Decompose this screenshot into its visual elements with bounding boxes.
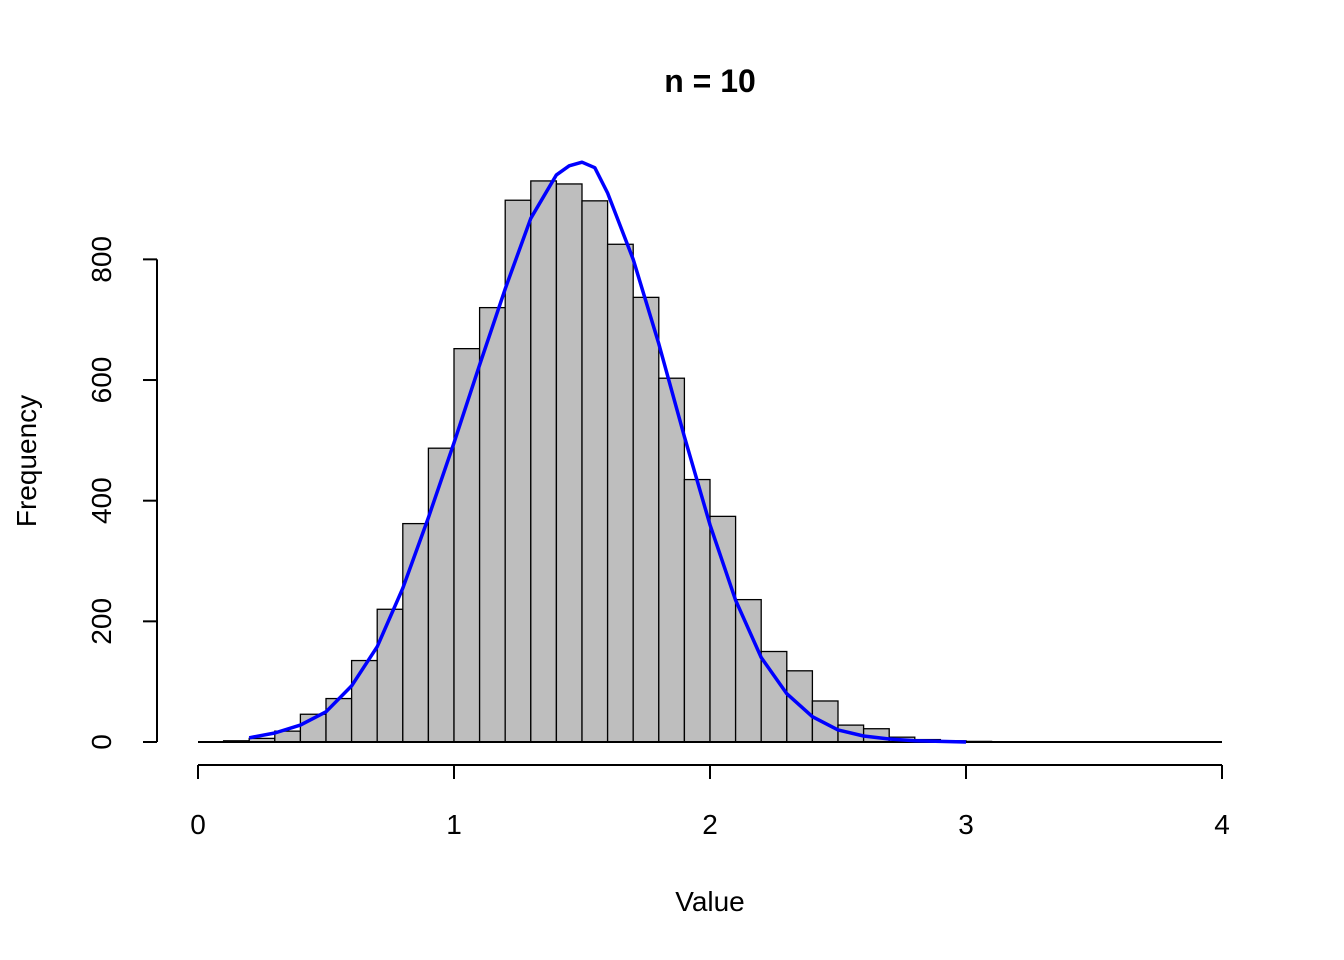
histogram-bar [709,515,737,743]
y-tick-label: 200 [86,598,117,645]
histogram-bar [478,306,506,743]
histogram-bar [658,377,686,743]
histogram-bar [581,200,609,743]
density-curve [248,160,967,744]
y-tick-label: 0 [86,734,117,750]
x-tick-label: 0 [190,809,206,840]
y-tick-label: 600 [86,357,117,404]
histogram-bar [427,447,455,743]
histogram-bar [376,608,404,743]
x-tick-label: 2 [702,809,718,840]
histogram-bars [222,180,993,743]
density-curve-line [248,160,967,744]
x-tick-label: 3 [958,809,974,840]
y-tick-label: 800 [86,236,117,283]
chart-title: n = 10 [664,63,756,99]
histogram-bar [325,697,353,743]
x-tick-label: 1 [446,809,462,840]
histogram-bar [734,598,762,743]
histogram-bar [350,659,378,743]
histogram-bar [453,347,481,743]
histogram-bar [760,650,788,743]
histogram-bar [632,296,660,743]
histogram-bar [606,243,634,743]
x-tick-label: 4 [1214,809,1230,840]
histogram-bar [530,180,558,743]
y-axis: 0 200 400 600 800 [86,236,158,750]
y-axis-label: Frequency [11,395,42,527]
y-tick-label: 400 [86,477,117,524]
x-axis: 0 1 2 3 4 [190,764,1230,840]
histogram-bar [555,183,583,743]
x-axis-label: Value [675,886,745,917]
histogram-bar [683,478,711,743]
